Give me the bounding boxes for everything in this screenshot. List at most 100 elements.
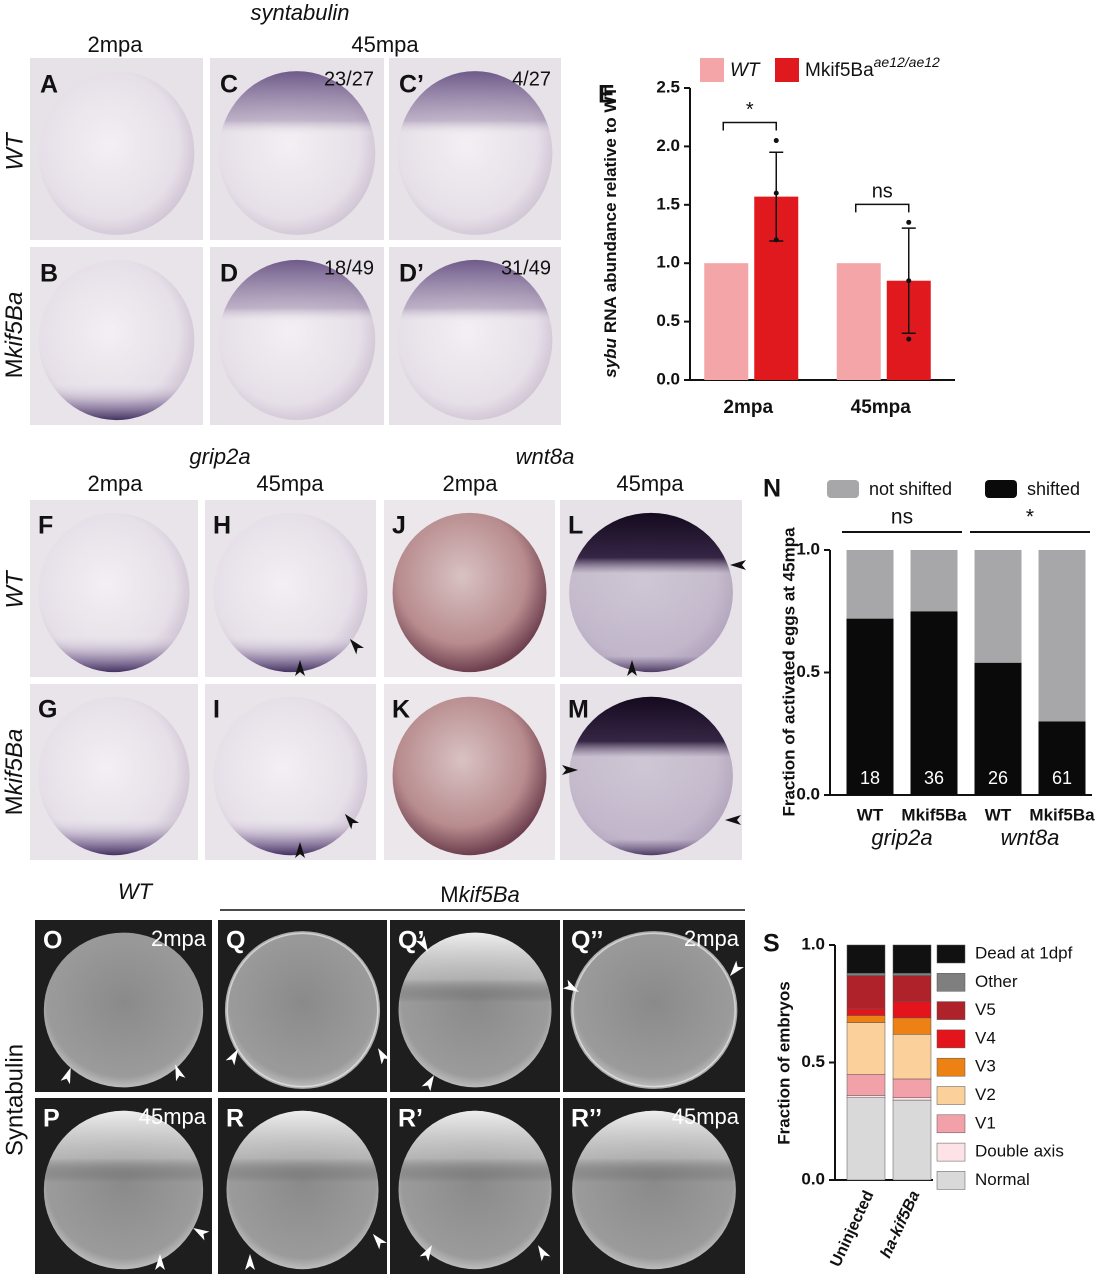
panel-stage: 2mpa (151, 926, 207, 951)
bar (704, 263, 749, 380)
column-label: Mkif5Ba (440, 882, 519, 907)
panel-label: D’ (399, 260, 424, 288)
embryo-stain (38, 512, 190, 673)
legend-swatch (936, 1171, 966, 1190)
x-tick-label: WT (985, 805, 1012, 824)
data-point (906, 336, 912, 342)
panel-label: D (220, 260, 238, 288)
data-point (773, 237, 779, 243)
legend-swatch (985, 480, 1017, 498)
panel-label: F (38, 512, 53, 540)
legend-label: Normal (975, 1170, 1030, 1189)
column-label: WT (118, 879, 154, 904)
y-axis-label-part: RNA abundance relative to WT (601, 86, 620, 333)
embryo-stain (213, 512, 368, 673)
panel-label: L (568, 512, 583, 540)
bar-segment (892, 1017, 932, 1035)
bar-segment (846, 1074, 886, 1096)
stage-label: 2mpa (87, 32, 143, 57)
legend-label: Other (975, 972, 1018, 991)
arrowhead (175, 1064, 186, 1082)
legend-superscript: ae12/ae12 (874, 54, 940, 70)
panel-label: Q (226, 927, 245, 955)
legend-label: shifted (1027, 479, 1080, 499)
gene-title: syntabulin (250, 0, 349, 25)
x-tick-label: 45mpa (851, 397, 912, 418)
bar-segment (1038, 721, 1086, 795)
significance-label: ns (891, 506, 913, 529)
data-point (906, 278, 912, 284)
panel-count: 23/27 (324, 68, 374, 90)
embryo-stain (397, 259, 553, 421)
bar-segment (974, 550, 1022, 663)
legend-swatch (827, 480, 859, 498)
panel-label: C’ (399, 71, 424, 99)
y-tick-label: 2.5 (656, 77, 680, 96)
y-tick-label: 1.0 (656, 253, 680, 272)
panel-label: E (598, 81, 615, 109)
arrowhead (245, 1254, 255, 1270)
y-tick-label: 0.0 (801, 1169, 825, 1188)
y-tick-label: 0.5 (796, 662, 820, 681)
bar-segment (892, 1078, 932, 1098)
data-point (773, 190, 779, 196)
significance-label: ns (872, 181, 893, 203)
legend-swatch (936, 973, 966, 992)
bar-segment (974, 662, 1022, 795)
legend-swatch (936, 1001, 966, 1020)
significance-bracket (855, 203, 910, 213)
panel-label: B (40, 260, 58, 288)
x-tick-label: Mkif5Ba (1029, 805, 1095, 824)
stage-label: 45mpa (256, 471, 324, 496)
bar-segment (846, 944, 886, 974)
arrowhead (349, 638, 364, 655)
panel-stage: 45mpa (139, 1104, 207, 1129)
legend-swatch (936, 1114, 966, 1134)
arrowhead (378, 1048, 391, 1065)
bar-segment (846, 550, 894, 619)
y-axis-label: Fraction of activated eggs at 45mpa (779, 527, 798, 817)
bar-segment (892, 944, 932, 974)
embryo-stain (398, 932, 552, 1088)
group-label: wnt8a (1001, 825, 1060, 850)
row-label-part: kif5Ba (1, 292, 28, 359)
panel-count: 4/27 (512, 68, 551, 90)
y-tick-label: 1.0 (801, 934, 825, 953)
panel-label: S (763, 930, 780, 958)
bar (836, 263, 881, 380)
legend-swatch (936, 944, 966, 964)
legend-label: not shifted (869, 479, 952, 499)
panel-label: R’ (398, 1105, 423, 1133)
panel-label: H (213, 512, 231, 540)
panel-label: G (38, 696, 57, 724)
embryo-stain (38, 696, 190, 856)
bar-segment (892, 1001, 932, 1019)
embryo-stain (398, 1110, 552, 1270)
bar-segment (910, 611, 958, 795)
x-tick-label: WT (857, 805, 884, 824)
embryo (38, 71, 195, 235)
bar-segment (892, 975, 932, 1002)
arrowhead (295, 660, 305, 676)
embryo-stain (569, 696, 733, 856)
legend-label: WT (730, 60, 761, 81)
panel-label: N (763, 475, 781, 503)
data-point (906, 219, 912, 225)
row-label-part: M (1, 358, 28, 378)
arrowhead (562, 979, 579, 992)
bar-segment (846, 1095, 886, 1099)
arrowhead (155, 1254, 165, 1270)
bar-segment (892, 1099, 932, 1181)
panel-label: R’’ (571, 1105, 602, 1133)
arrowhead (225, 1049, 238, 1066)
bar-segment (1038, 550, 1086, 722)
embryo-stain (218, 259, 376, 421)
arrowhead (344, 813, 359, 830)
bar-segment (846, 1015, 886, 1023)
panel-label: J (392, 512, 406, 540)
legend-label: V1 (975, 1113, 996, 1132)
panel-label: K (392, 696, 410, 724)
y-tick-label: 0.0 (796, 784, 820, 803)
bar-segment (846, 1008, 886, 1016)
embryo-stain (572, 1110, 736, 1270)
